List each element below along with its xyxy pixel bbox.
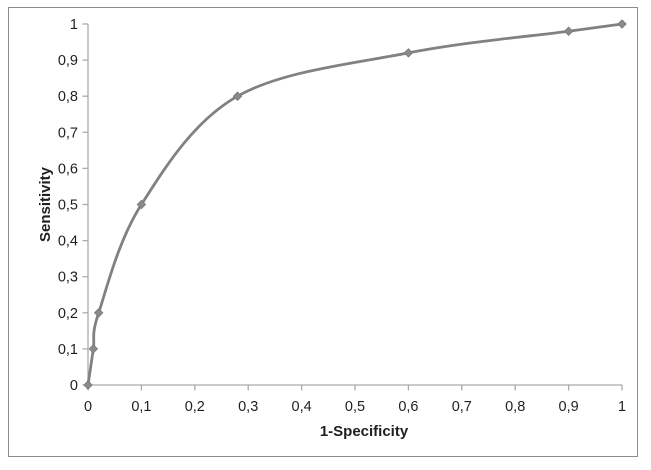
y-axis-title: Sensitivity xyxy=(37,166,54,242)
x-tick-label: 0,7 xyxy=(452,399,472,415)
x-axis xyxy=(87,384,623,391)
data-point-marker xyxy=(136,199,147,210)
y-tick-label: 1 xyxy=(70,17,78,33)
x-tick-label: 0,5 xyxy=(345,399,365,415)
data-point-marker xyxy=(403,48,414,58)
data-point-marker xyxy=(232,91,243,101)
x-tick-label: 0,8 xyxy=(505,399,525,415)
x-tick-label: 0,9 xyxy=(559,399,579,415)
y-axis-tick-labels: 0 0,1 0,2 0,3 0,4 0,5 0,6 0,7 0,8 0,9 1 xyxy=(58,17,78,394)
x-tick-label: 1 xyxy=(618,399,626,415)
x-tick-label: 0,6 xyxy=(398,399,418,415)
data-point-markers xyxy=(83,19,627,390)
x-axis-tick-labels: 0 0,1 0,2 0,3 0,4 0,5 0,6 0,7 0,8 0,9 1 xyxy=(84,399,626,415)
y-tick-label: 0,4 xyxy=(58,234,78,250)
x-tick-label: 0,2 xyxy=(185,399,205,415)
y-tick-label: 0,5 xyxy=(58,198,78,214)
data-point-marker xyxy=(93,308,104,318)
x-tick-label: 0 xyxy=(84,399,92,415)
y-tick-label: 0,2 xyxy=(58,306,78,322)
roc-curve xyxy=(86,22,624,387)
x-axis-title: 1-Specificity xyxy=(320,423,409,440)
y-tick-label: 0,6 xyxy=(58,161,78,177)
x-tick-label: 0,1 xyxy=(131,399,151,415)
y-tick-label: 0,3 xyxy=(58,270,78,286)
x-tick-label: 0,3 xyxy=(238,399,258,415)
y-axis xyxy=(82,23,89,386)
chart-border xyxy=(8,7,638,457)
x-tick-label: 0,4 xyxy=(292,399,312,415)
y-tick-label: 0,9 xyxy=(58,53,78,69)
y-tick-label: 0,1 xyxy=(58,342,78,358)
data-point-marker xyxy=(563,26,574,36)
data-point-marker xyxy=(88,344,99,354)
y-tick-label: 0 xyxy=(70,378,78,394)
data-point-marker xyxy=(617,19,627,29)
y-tick-label: 0,7 xyxy=(58,125,78,141)
y-tick-label: 0,8 xyxy=(58,89,78,105)
data-point-marker xyxy=(83,380,93,390)
